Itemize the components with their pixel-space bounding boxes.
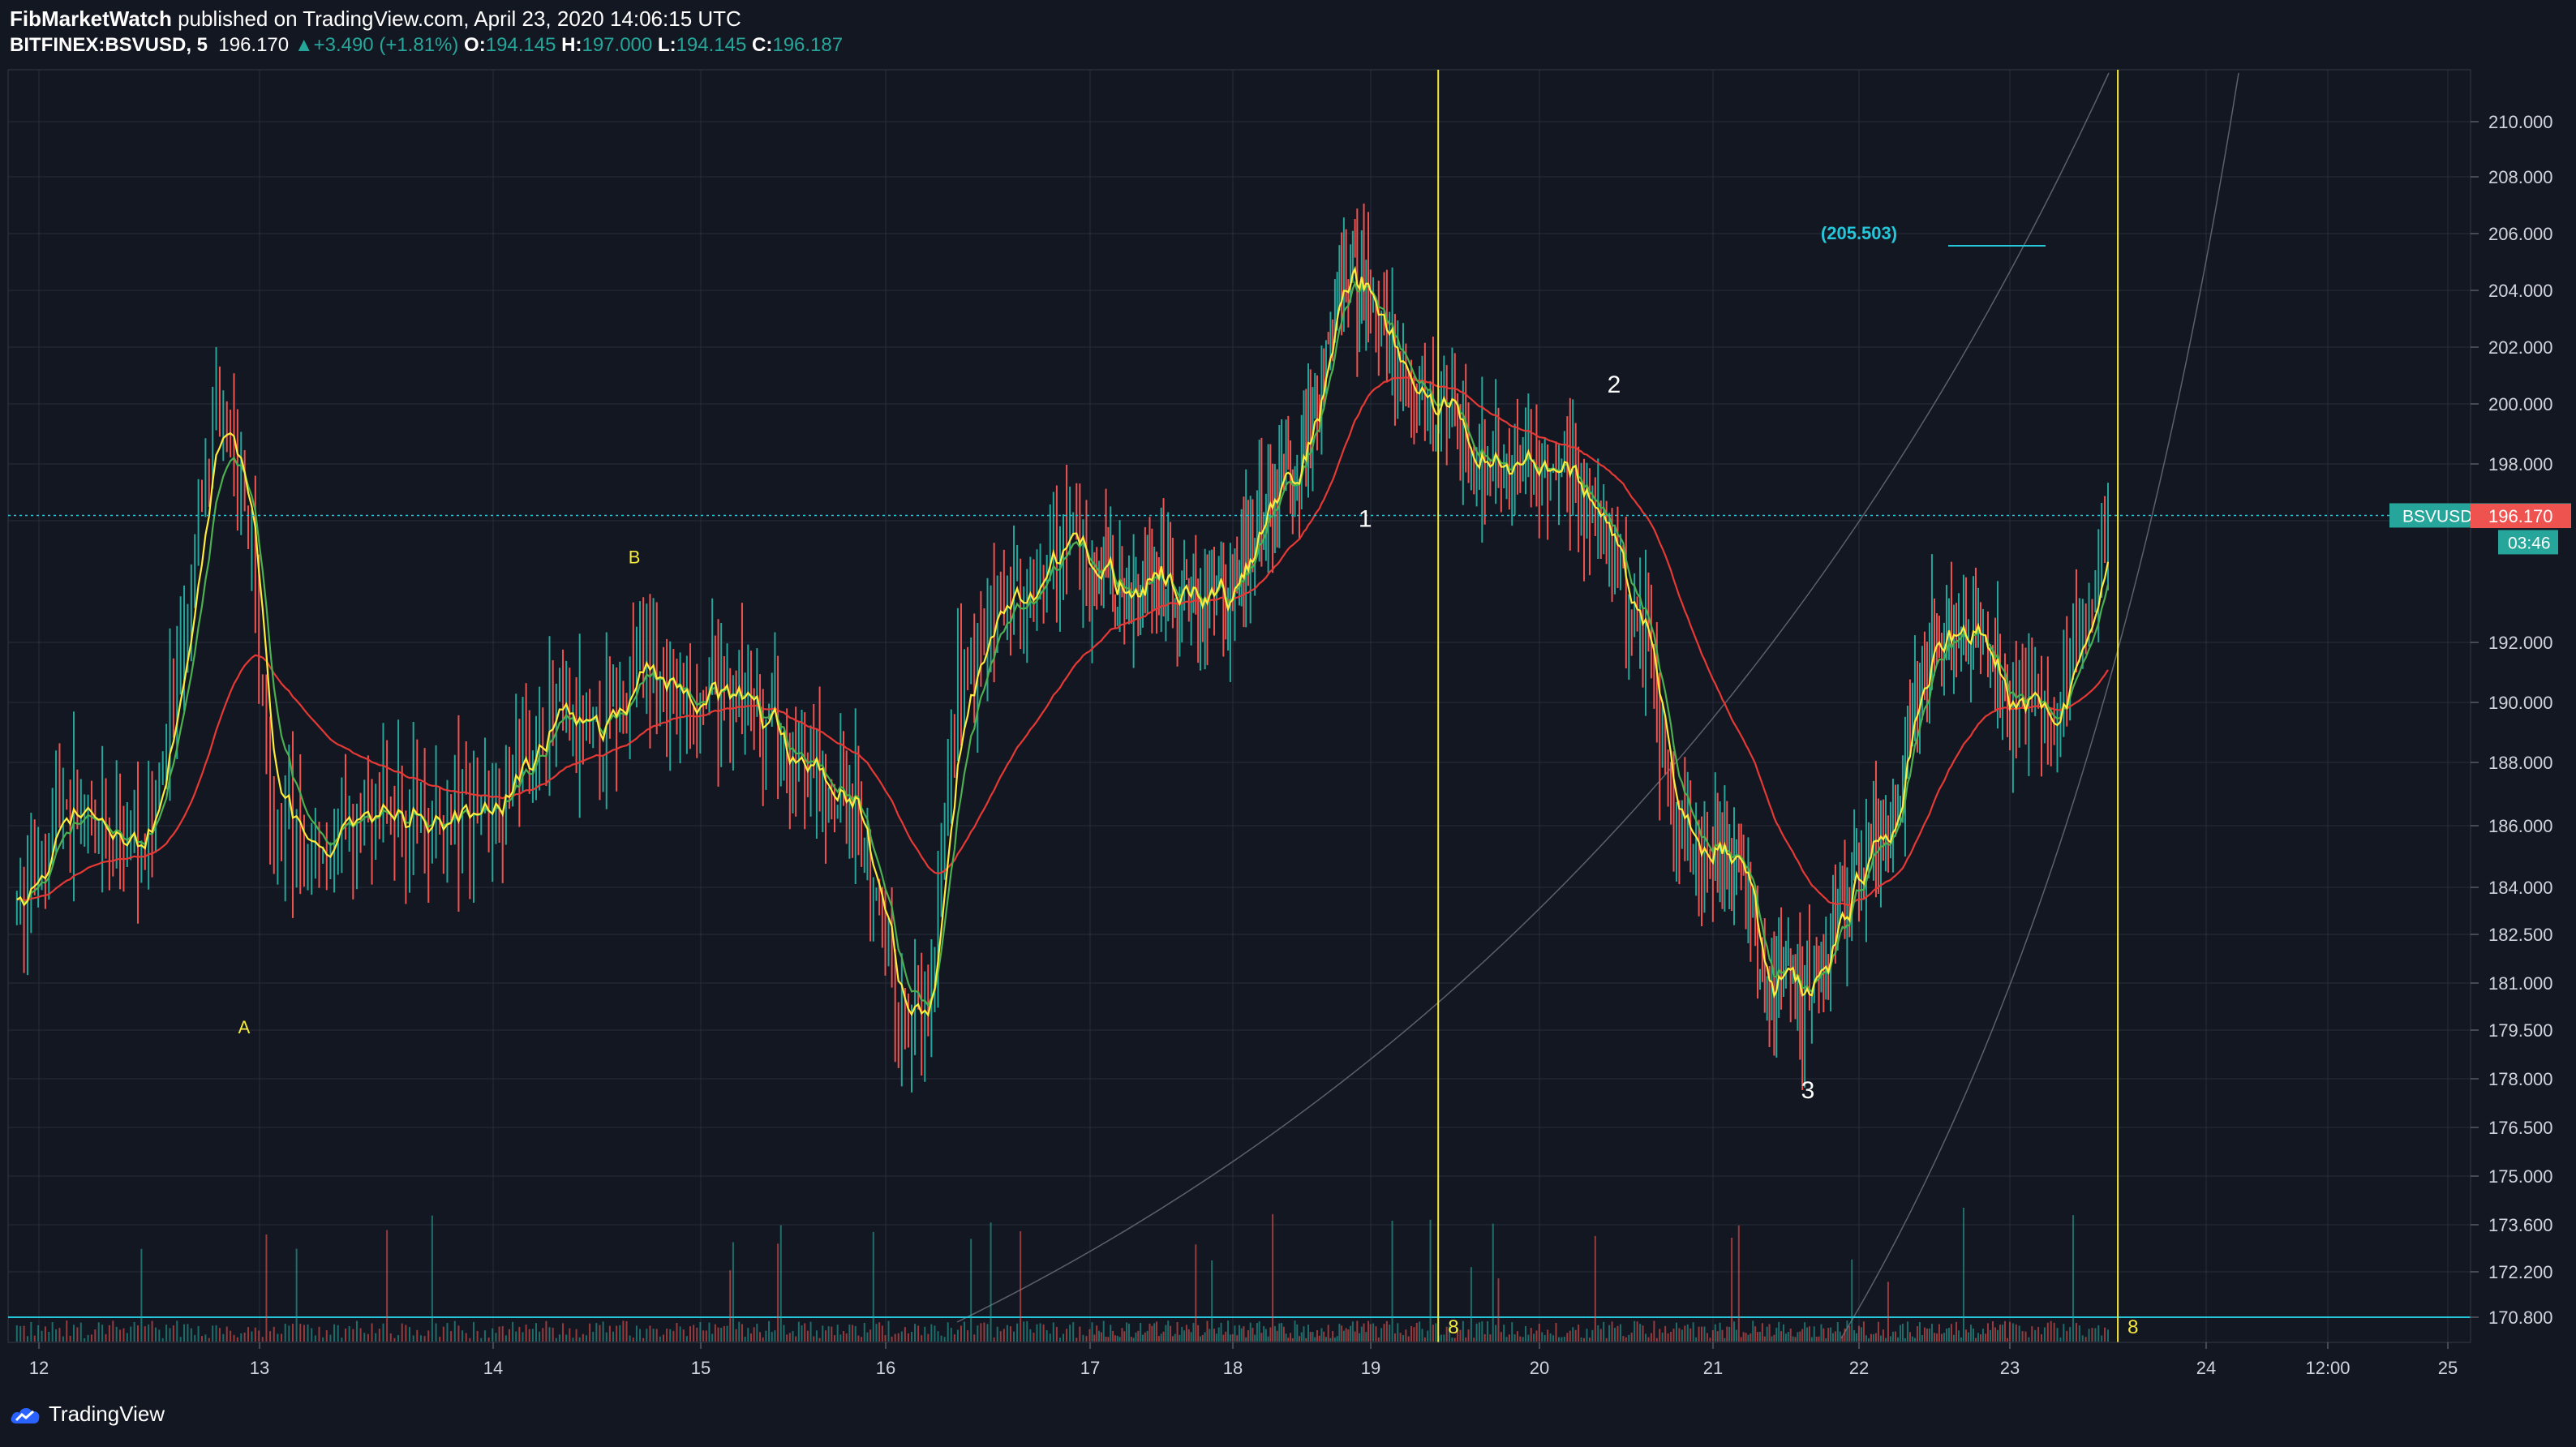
plot-area bbox=[7, 69, 2471, 1343]
close-label: C: bbox=[752, 34, 773, 56]
vertical-marker-label: 8 bbox=[1448, 1316, 1458, 1338]
fib-arc-inner bbox=[1840, 72, 2239, 1339]
moving-average-slow bbox=[16, 376, 2109, 907]
price-axis-tick-label: 190.000 bbox=[2488, 693, 2553, 713]
fib-arc-outer bbox=[956, 72, 2110, 1323]
price-axis-tick-label: 181.000 bbox=[2488, 973, 2553, 994]
time-axis-tick-label: 16 bbox=[876, 1358, 895, 1378]
time-axis-tick-label: 25 bbox=[2438, 1358, 2458, 1378]
price-axis-tick-label: 173.600 bbox=[2488, 1215, 2553, 1235]
open-value: 194.145 bbox=[485, 34, 556, 56]
time-axis-tick-label: 12 bbox=[29, 1358, 49, 1378]
symbol-tag-label: BSVUSD bbox=[2402, 507, 2472, 526]
high-value: 197.000 bbox=[582, 34, 653, 56]
price-axis-tick-label: 182.500 bbox=[2488, 925, 2553, 945]
tradingview-brand: TradingView bbox=[49, 1402, 165, 1426]
countdown-tag-bg bbox=[2498, 530, 2558, 555]
time-axis-tick-label: 21 bbox=[1703, 1358, 1723, 1378]
symbol-label[interactable]: BITFINEX:BSVUSD, 5 bbox=[10, 34, 208, 56]
close-price-tag-value: 196.170 bbox=[2488, 506, 2553, 526]
price-axis-tick-label: 178.000 bbox=[2488, 1069, 2553, 1089]
price-axis-tick-label: 176.500 bbox=[2488, 1118, 2553, 1138]
author-name[interactable]: FibMarketWatch bbox=[10, 6, 172, 31]
moving-average-fast bbox=[16, 265, 2110, 1017]
price-axis-tick-label: 200.000 bbox=[2488, 394, 2553, 414]
last-price: 196.170 bbox=[218, 34, 290, 56]
time-axis-tick-label: 23 bbox=[2000, 1358, 2020, 1378]
annotation-label: (205.503) bbox=[1821, 223, 1897, 243]
annotation-label: 2 bbox=[1608, 371, 1621, 398]
low-value: 194.145 bbox=[676, 34, 747, 56]
price-axis-tick-label: 175.000 bbox=[2488, 1166, 2553, 1187]
price-axis-tick-label: 192.000 bbox=[2488, 633, 2553, 653]
up-arrow-icon: ▲ bbox=[294, 34, 314, 56]
ohlc-line: BITFINEX:BSVUSD, 5 196.170 ▲+3.490 (+1.8… bbox=[10, 34, 843, 57]
price-axis-tick-label: 179.500 bbox=[2488, 1020, 2553, 1041]
time-axis-tick-label: 22 bbox=[1849, 1358, 1869, 1378]
time-axis-tick-label: 19 bbox=[1361, 1358, 1380, 1378]
annotation-label: A bbox=[238, 1017, 251, 1037]
price-axis-tick-label: 188.000 bbox=[2488, 753, 2553, 773]
annotation-label: B bbox=[629, 547, 641, 568]
low-label: L: bbox=[657, 34, 676, 56]
chart-header: FibMarketWatch published on TradingView.… bbox=[0, 0, 2576, 65]
price-axis-tick-label: 202.000 bbox=[2488, 337, 2553, 358]
price-axis-tick-label: 184.000 bbox=[2488, 878, 2553, 898]
price-axis-tick-label: 204.000 bbox=[2488, 281, 2553, 301]
symbol-tag-bg bbox=[2389, 503, 2471, 528]
high-label: H: bbox=[561, 34, 582, 56]
time-axis-tick-label: 13 bbox=[250, 1358, 269, 1378]
publisher-line: FibMarketWatch published on TradingView.… bbox=[10, 6, 741, 32]
time-axis-tick-label: 14 bbox=[483, 1358, 503, 1378]
price-axis-tick-label: 186.000 bbox=[2488, 816, 2553, 836]
close-price-tag-bg bbox=[2471, 504, 2571, 529]
price-axis-tick-label: 210.000 bbox=[2488, 112, 2553, 132]
tradingview-cloud-icon bbox=[11, 1407, 40, 1423]
open-label: O: bbox=[464, 34, 486, 56]
price-axis-tick-label: 170.800 bbox=[2488, 1307, 2553, 1328]
time-axis-tick-label: 18 bbox=[1223, 1358, 1243, 1378]
time-axis-tick-label: 15 bbox=[691, 1358, 711, 1378]
time-axis-tick-label: 17 bbox=[1080, 1358, 1100, 1378]
time-axis-tick-label: 12:00 bbox=[2305, 1358, 2350, 1378]
vertical-marker-label: 8 bbox=[2127, 1316, 2138, 1338]
price-axis-tick-label: 198.000 bbox=[2488, 454, 2553, 474]
time-axis-tick-label: 24 bbox=[2196, 1358, 2216, 1378]
price-change: +3.490 (+1.81%) bbox=[313, 34, 459, 56]
annotation-label: 3 bbox=[1801, 1077, 1815, 1104]
price-axis-tick-label: 172.200 bbox=[2488, 1262, 2553, 1282]
moving-average-mid bbox=[16, 280, 2110, 1007]
close-value: 196.187 bbox=[772, 34, 844, 56]
published-text: published on TradingView.com, April 23, … bbox=[171, 6, 741, 31]
tradingview-logo[interactable]: TradingView bbox=[10, 1402, 165, 1427]
price-axis-tick-label: 206.000 bbox=[2488, 224, 2553, 244]
volume-bars bbox=[15, 1208, 2109, 1342]
price-axis-tick-label: 208.000 bbox=[2488, 167, 2553, 187]
countdown-tag-value: 03:46 bbox=[2508, 534, 2551, 552]
time-axis-tick-label: 20 bbox=[1530, 1358, 1549, 1378]
annotation-label: 1 bbox=[1359, 506, 1372, 533]
